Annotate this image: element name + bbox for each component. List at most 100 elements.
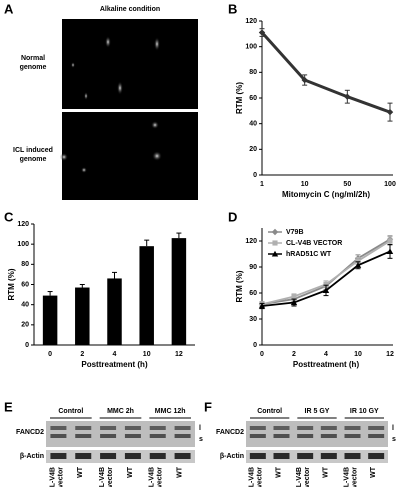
- panel-label: C: [4, 209, 14, 224]
- lane-label: CL-V4B: [343, 467, 350, 487]
- marker: [354, 262, 362, 268]
- marker: [355, 258, 361, 264]
- band: [249, 453, 266, 459]
- y-tick-label: 80: [249, 69, 257, 76]
- group-label: IR 10 GY: [350, 408, 379, 415]
- band: [320, 434, 337, 438]
- x-tick-label: 10: [143, 351, 151, 358]
- band: [273, 453, 290, 459]
- lane-label: WT: [275, 466, 282, 478]
- lane-label: CL-V4B: [249, 467, 256, 487]
- error-bar: [144, 239, 150, 247]
- legend-marker: [271, 250, 279, 257]
- error-bar: [176, 232, 182, 239]
- x-tick-label: 4: [324, 351, 328, 358]
- marker: [387, 238, 393, 244]
- marker: [301, 76, 308, 84]
- group-label: Control: [257, 408, 282, 415]
- marker: [290, 299, 298, 306]
- lane-label: WT: [127, 466, 134, 478]
- bar: [42, 295, 58, 345]
- band: [174, 434, 191, 438]
- marker: [258, 29, 266, 36]
- band: [344, 426, 361, 430]
- band: [297, 453, 314, 459]
- lane-label: vector: [57, 467, 64, 487]
- gel-blot: [246, 421, 388, 447]
- error-bar: [79, 284, 85, 288]
- row-label: FANCD2: [16, 429, 44, 436]
- x-tick-label: 10: [354, 351, 362, 358]
- y-tick-label: 100: [245, 44, 257, 51]
- y-tick-label: 120: [17, 221, 29, 228]
- band: [75, 426, 92, 430]
- band-label: s: [392, 436, 396, 443]
- bar: [107, 278, 122, 345]
- band: [273, 434, 290, 438]
- gel-blot: [246, 450, 388, 463]
- y-tick-label: 0: [253, 342, 257, 349]
- lane-label: CL-V4B: [49, 467, 56, 487]
- band-label: l: [199, 425, 201, 432]
- row-label: β-Actin: [220, 453, 244, 460]
- panel-label: D: [228, 209, 237, 224]
- lane-label: CL-V4B: [296, 467, 303, 487]
- legend-label: V79B: [286, 229, 304, 236]
- group-label: MMC 2h: [107, 408, 134, 415]
- bar: [75, 287, 90, 345]
- row-label: Normal: [21, 55, 45, 62]
- x-tick-label: 4: [113, 351, 117, 358]
- x-tick-label: 1: [260, 181, 264, 188]
- lane-label: vector: [257, 467, 264, 487]
- y-tick-label: 40: [249, 121, 257, 128]
- comets: [60, 36, 162, 173]
- lane-label: WT: [323, 466, 330, 478]
- band: [124, 426, 141, 430]
- row-label: FANCD2: [216, 429, 244, 436]
- y-tick-label: 0: [253, 172, 257, 179]
- x-axis-label: Mitomycin C (ng/ml/2h): [282, 190, 370, 199]
- x-tick-label: 2: [80, 351, 84, 358]
- marker: [322, 287, 330, 293]
- y-tick-label: 60: [21, 281, 29, 288]
- panel-label: B: [228, 1, 237, 16]
- marker: [344, 93, 351, 100]
- band: [124, 453, 141, 459]
- y-tick-label: 120: [245, 18, 257, 25]
- lane-label: WT: [77, 466, 84, 478]
- y-tick-label: 120: [245, 238, 257, 245]
- band: [50, 426, 67, 430]
- band: [100, 426, 117, 430]
- band: [368, 434, 385, 438]
- band: [124, 434, 141, 438]
- y-tick-label: 40: [21, 302, 29, 309]
- error-bar: [47, 291, 53, 296]
- y-tick-label: 80: [21, 261, 29, 268]
- band: [249, 434, 266, 438]
- band: [368, 453, 385, 459]
- y-tick-label: 0: [25, 342, 29, 349]
- panel-label: A: [4, 1, 14, 16]
- panel-label: E: [4, 399, 13, 414]
- x-tick-label: 10: [301, 181, 309, 188]
- comet-image: [62, 112, 198, 200]
- x-tick-label: 100: [384, 181, 396, 188]
- band: [149, 434, 166, 438]
- x-axis-label: Posttreatment (h): [293, 360, 360, 369]
- group-label: IR 5 GY: [305, 408, 330, 415]
- band: [100, 453, 117, 459]
- line: [260, 31, 391, 114]
- band: [149, 426, 166, 430]
- band: [297, 426, 314, 430]
- legend-label: CL-V4B VECTOR: [286, 240, 342, 247]
- y-tick-label: 30: [249, 316, 257, 323]
- band: [50, 453, 67, 459]
- y-tick-label: 100: [17, 241, 29, 248]
- band: [50, 434, 67, 438]
- band: [75, 453, 92, 459]
- legend-label: hRAD51C WT: [286, 251, 332, 258]
- band: [174, 426, 191, 430]
- gel-blot: [46, 421, 195, 447]
- band: [100, 434, 117, 438]
- marker: [258, 302, 266, 309]
